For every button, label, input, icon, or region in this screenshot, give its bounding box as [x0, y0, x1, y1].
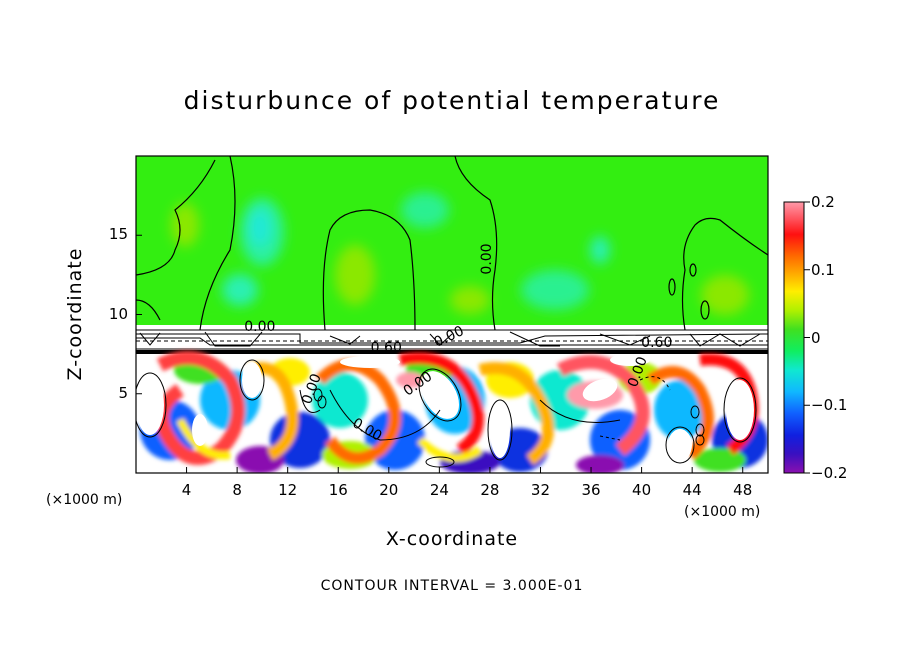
heatmap-field	[136, 156, 768, 473]
colorbar-tick-label: 0.2	[811, 193, 835, 211]
x-tick-label: 24	[429, 481, 449, 499]
colorbar-tick-label: −0.1	[811, 396, 848, 415]
contour-label: 0.00	[479, 243, 496, 275]
x-tick-label: 12	[278, 481, 298, 499]
x-tick-label: 44	[682, 481, 702, 499]
x-tick-label: 48	[733, 481, 753, 499]
x-tick-label: 20	[379, 481, 399, 499]
x-tick-label: 4	[181, 481, 192, 499]
colorbar-tick-label: −0.2	[811, 464, 848, 482]
x-tick-label: 40	[632, 481, 652, 499]
x-tick-label: 16	[328, 481, 348, 499]
contour-interval: CONTOUR INTERVAL = 3.000E-01	[320, 578, 584, 594]
y-tick-label: 5	[118, 383, 128, 402]
contour-label: 0.00	[244, 319, 276, 336]
y-tick-label: 10	[108, 304, 128, 323]
x-tick-label: 8	[232, 481, 242, 499]
colorbar-tick-label: 0	[811, 328, 821, 347]
colorbar-tick-label: 0.1	[811, 260, 835, 279]
contour-label: 0.60	[370, 339, 402, 356]
y-tick-label: 15	[108, 225, 128, 244]
x-tick-label: 36	[581, 481, 601, 499]
contour-label: 0.60	[641, 335, 673, 352]
x-tick-label: 32	[530, 481, 551, 499]
x-unit-left: (×1000 m)	[46, 492, 123, 508]
x-axis-label: X-coordinate	[385, 528, 519, 550]
x-unit-right: (×1000 m)	[684, 504, 761, 520]
colorbar	[783, 201, 805, 474]
y-axis-label: Z-coordinate	[64, 247, 86, 381]
chart-title: disturbunce of potential temperature	[183, 86, 721, 115]
x-tick-label: 28	[480, 481, 500, 499]
